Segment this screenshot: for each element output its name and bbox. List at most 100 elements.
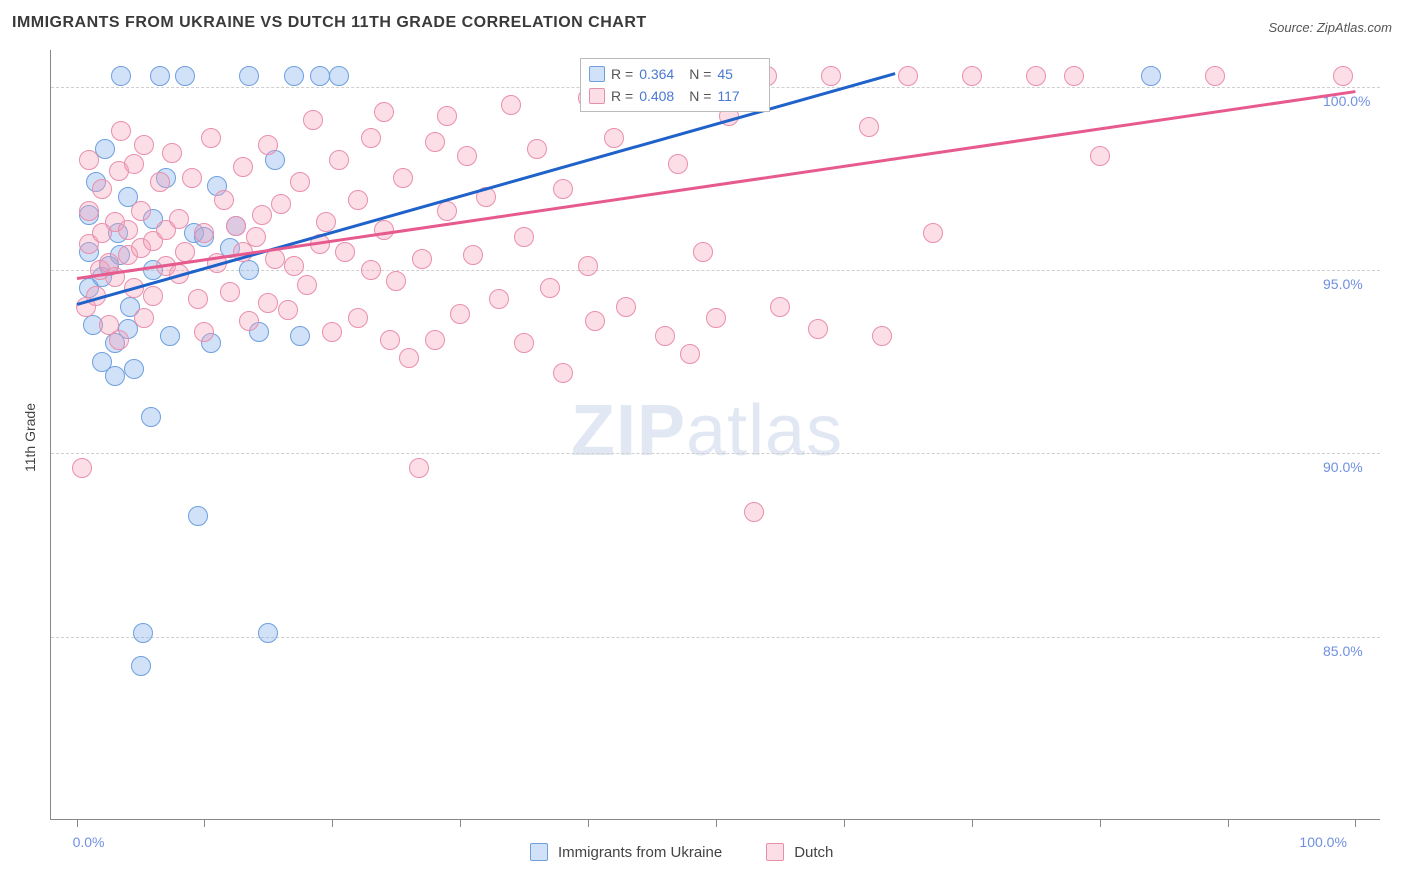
data-point-dutch [162,143,182,163]
r-value-ukraine: 0.364 [639,66,683,82]
data-point-ukraine [239,260,259,280]
data-point-dutch [92,179,112,199]
data-point-dutch [111,121,131,141]
x-tick-label: 100.0% [1299,834,1346,850]
watermark-rest: atlas [686,391,843,471]
legend-row-dutch: R = 0.408 N = 117 [589,85,761,107]
data-point-ukraine [188,506,208,526]
r-value-dutch: 0.408 [639,88,683,104]
y-tick-label: 90.0% [1323,459,1363,475]
data-point-ukraine [329,66,349,86]
watermark-bold: ZIP [571,391,686,471]
data-point-dutch [655,326,675,346]
data-point-dutch [412,249,432,269]
data-point-ukraine [284,66,304,86]
n-label: N = [689,66,711,82]
y-axis-title: 11th Grade [22,403,38,472]
correlation-legend: R = 0.364 N = 45 R = 0.408 N = 117 [580,58,770,112]
data-point-dutch [246,227,266,247]
legend-label-ukraine: Immigrants from Ukraine [558,844,722,861]
data-point-dutch [361,260,381,280]
data-point-dutch [109,330,129,350]
data-point-ukraine [124,359,144,379]
data-point-dutch [214,190,234,210]
data-point-dutch [693,242,713,262]
data-point-dutch [169,209,189,229]
data-point-ukraine [290,326,310,346]
data-point-dutch [553,179,573,199]
x-tick [204,819,205,827]
x-tick [77,819,78,827]
legend-row-ukraine: R = 0.364 N = 45 [589,63,761,85]
data-point-dutch [457,146,477,166]
data-point-dutch [290,172,310,192]
data-point-dutch [220,282,240,302]
data-point-dutch [124,154,144,174]
data-point-dutch [425,330,445,350]
data-point-dutch [770,297,790,317]
data-point-dutch [399,348,419,368]
data-point-dutch [278,300,298,320]
legend-swatch-dutch-icon [766,843,784,861]
data-point-dutch [409,458,429,478]
source-attribution: Source: ZipAtlas.com [1268,20,1392,35]
data-point-ukraine [141,407,161,427]
data-point-ukraine [310,66,330,86]
data-point-dutch [898,66,918,86]
data-point-dutch [348,308,368,328]
x-tick [844,819,845,827]
data-point-dutch [923,223,943,243]
data-point-dutch [489,289,509,309]
data-point-dutch [1205,66,1225,86]
data-point-ukraine [239,66,259,86]
data-point-dutch [303,110,323,130]
data-point-dutch [808,319,828,339]
data-point-dutch [872,326,892,346]
data-point-dutch [437,201,457,221]
data-point-dutch [553,363,573,383]
data-point-dutch [425,132,445,152]
data-point-dutch [616,297,636,317]
watermark: ZIPatlas [571,390,843,472]
data-point-ukraine [105,366,125,386]
data-point-dutch [501,95,521,115]
data-point-dutch [668,154,688,174]
data-point-dutch [201,128,221,148]
source-name: ZipAtlas.com [1317,20,1392,35]
data-point-dutch [329,150,349,170]
data-point-dutch [143,286,163,306]
x-tick [716,819,717,827]
data-point-dutch [744,502,764,522]
data-point-dutch [316,212,336,232]
data-point-dutch [150,172,170,192]
data-point-dutch [680,344,700,364]
x-tick [1100,819,1101,827]
data-point-dutch [182,168,202,188]
data-point-dutch [393,168,413,188]
series-legend: Immigrants from Ukraine Dutch [530,843,833,861]
data-point-ukraine [111,66,131,86]
y-tick-label: 95.0% [1323,276,1363,292]
trend-line-dutch [76,90,1355,279]
data-point-dutch [335,242,355,262]
data-point-dutch [380,330,400,350]
data-point-dutch [386,271,406,291]
data-point-ukraine [1141,66,1161,86]
data-point-dutch [175,242,195,262]
data-point-ukraine [133,623,153,643]
data-point-ukraine [258,623,278,643]
data-point-dutch [514,333,534,353]
y-tick-label: 85.0% [1323,643,1363,659]
data-point-dutch [233,157,253,177]
data-point-dutch [706,308,726,328]
data-point-dutch [463,245,483,265]
x-tick [1355,819,1356,827]
data-point-dutch [226,216,246,236]
source-label: Source: [1268,20,1316,35]
data-point-dutch [284,256,304,276]
data-point-dutch [188,289,208,309]
swatch-ukraine-icon [589,66,605,82]
data-point-dutch [578,256,598,276]
x-tick [588,819,589,827]
data-point-dutch [1064,66,1084,86]
